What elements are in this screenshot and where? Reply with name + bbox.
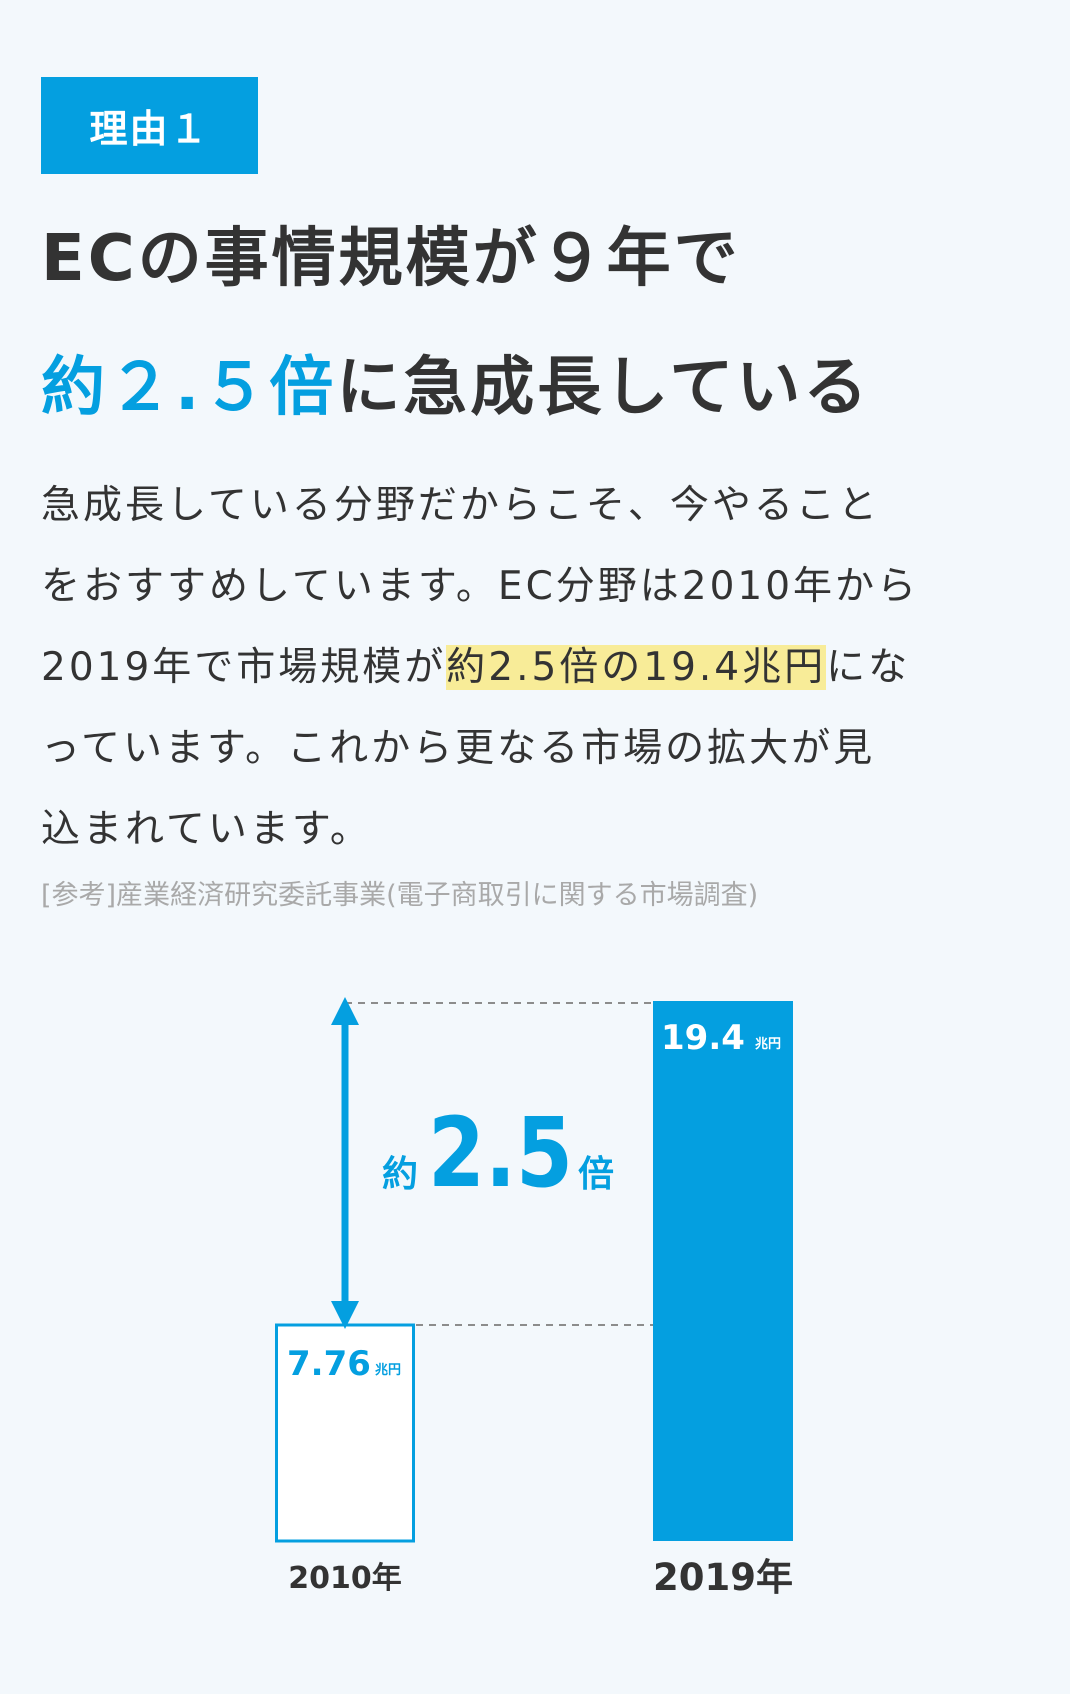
highlight-text: 約2.5倍の19.4兆円 — [446, 645, 827, 690]
headline-accent: 約２.５倍 — [41, 351, 337, 425]
reason-badge: 理由１ — [41, 77, 258, 174]
category-label-2010: 2010年 — [288, 1561, 402, 1596]
bar-2010 — [275, 1323, 415, 1543]
ratio-number: 2.5 — [428, 1097, 573, 1209]
body-line-3-tail: にな — [826, 645, 911, 690]
headline-rest: に急成長している — [336, 351, 871, 425]
body-line-3-head: 2019年で市場規模が — [41, 645, 447, 690]
body-line-1: 急成長している分野だからこそ、今やること — [41, 483, 880, 528]
body-line-2: をおすすめしています。EC分野は2010年から — [41, 564, 920, 609]
ratio-prefix: 約 — [382, 1154, 418, 1195]
unit-label-2019: 兆円 — [755, 1036, 781, 1052]
body-paragraph: 急成長している分野だからこそ、今やること をおすすめしています。EC分野は201… — [41, 465, 1031, 870]
value-label-2010: 7.76 — [287, 1344, 371, 1384]
body-line-3: 2019年で市場規模が約2.5倍の19.4兆円にな — [41, 627, 1031, 708]
category-label-2019: 2019年 — [653, 1556, 793, 1599]
unit-label-2010: 兆円 — [375, 1362, 401, 1378]
value-label-2019: 19.4 — [661, 1018, 745, 1058]
body-line-4: っています。これから更なる市場の拡大が見 — [41, 726, 876, 771]
ratio-suffix: 倍 — [578, 1154, 614, 1195]
body-line-5: 込まれています。 — [41, 807, 372, 852]
bar-2019 — [653, 1001, 793, 1541]
headline-line-2: 約２.５倍に急成長している — [41, 356, 870, 420]
reference-note: [参考]産業経済研究委託事業(電子商取引に関する市場調査) — [41, 880, 759, 911]
headline-line-1: ECの事情規模が９年で — [41, 222, 741, 296]
